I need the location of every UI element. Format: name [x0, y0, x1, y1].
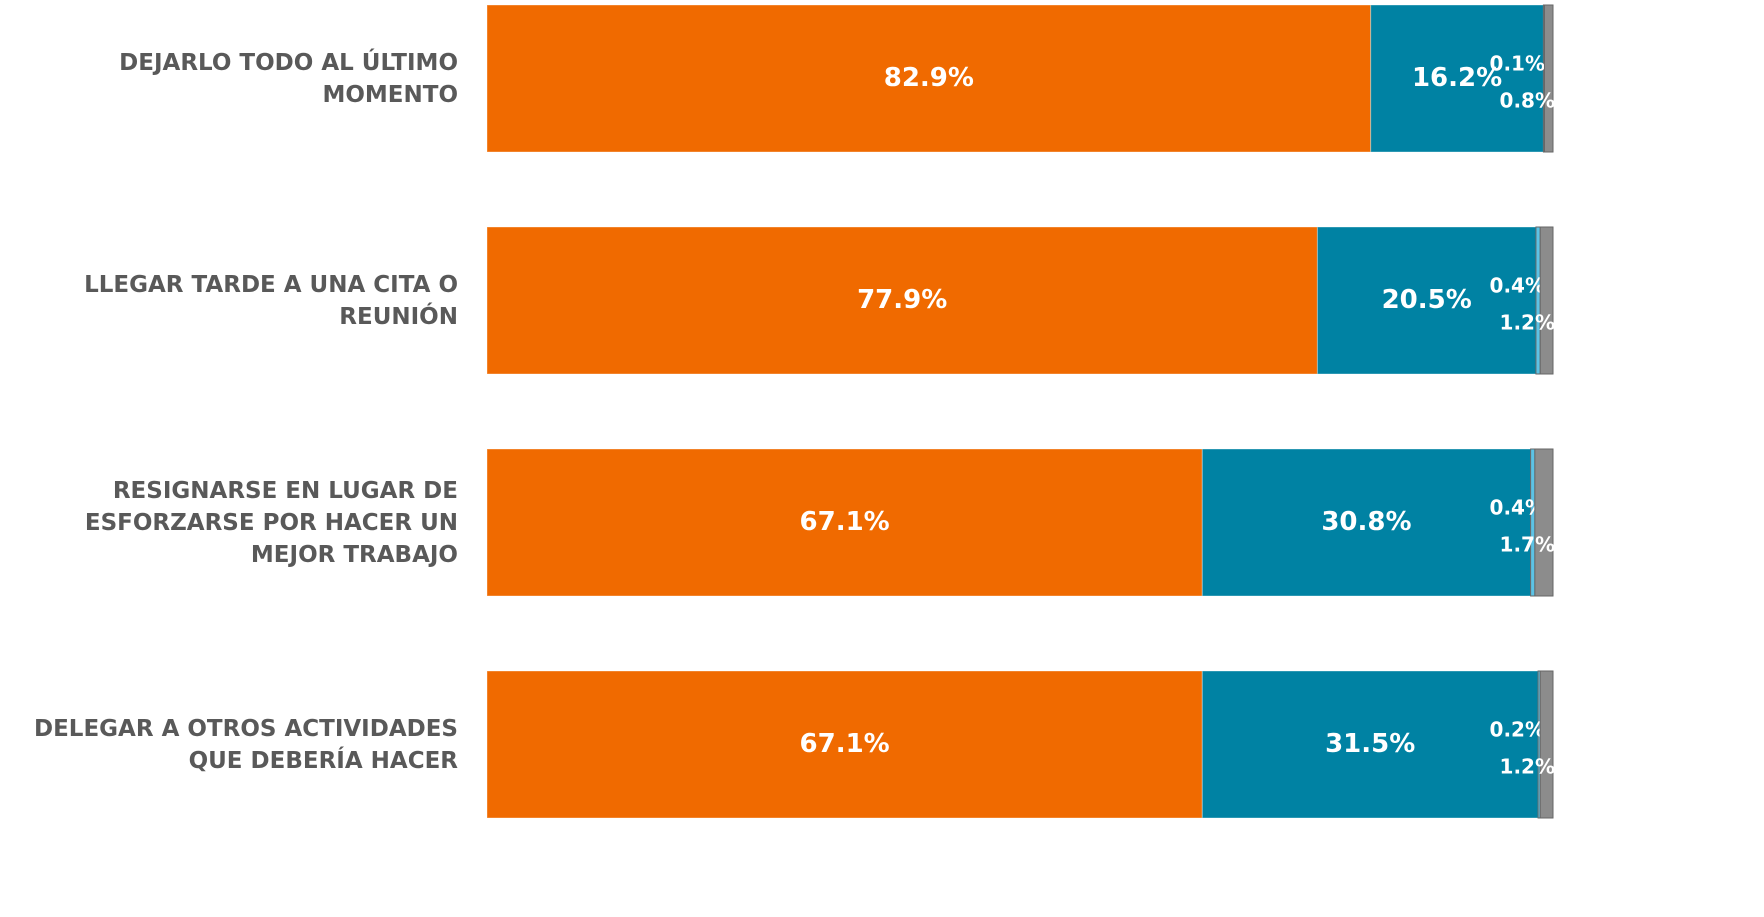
category-label: DEJARLO TODO AL ÚLTIMO MOMENTO: [119, 49, 458, 108]
value-label: 31.5%: [1325, 729, 1415, 759]
bar-segment: [1530, 448, 1536, 597]
category-label: LLEGAR TARDE A UNA CITA O REUNIÓN: [84, 271, 458, 330]
value-label: 1.7%: [1500, 533, 1555, 557]
bar-segment: [486, 4, 1372, 153]
value-label: 0.2%: [1490, 718, 1545, 742]
bar-segment: [1543, 4, 1554, 153]
value-label: 20.5%: [1382, 285, 1472, 315]
value-label: 82.9%: [884, 63, 974, 93]
value-label: 16.2%: [1412, 63, 1502, 93]
value-label: 67.1%: [800, 729, 890, 759]
bar-segment: [1370, 4, 1544, 153]
category-label: DELEGAR A OTROS ACTIVIDADES QUE DEBERÍA …: [34, 715, 458, 774]
value-label: 1.2%: [1500, 755, 1555, 779]
bar-segment: [1201, 670, 1539, 819]
bar-segment: [486, 226, 1318, 375]
bar-segment: [486, 448, 1203, 597]
bar-segment: [486, 670, 1203, 819]
value-label: 77.9%: [857, 285, 947, 315]
value-label: 0.8%: [1500, 89, 1555, 113]
bar-segment: [1535, 226, 1541, 375]
value-label: 0.4%: [1490, 274, 1545, 298]
value-label: 1.2%: [1500, 311, 1555, 335]
bar-segment: [1539, 670, 1554, 819]
value-label: 0.1%: [1490, 52, 1545, 76]
bar-segment: [1316, 226, 1537, 375]
value-label: 67.1%: [800, 507, 890, 537]
value-label: 30.8%: [1321, 507, 1411, 537]
bar-segment: [1539, 226, 1554, 375]
bar-segment: [1534, 448, 1554, 597]
category-label: RESIGNARSE EN LUGAR DE ESFORZARSE POR HA…: [84, 477, 458, 568]
